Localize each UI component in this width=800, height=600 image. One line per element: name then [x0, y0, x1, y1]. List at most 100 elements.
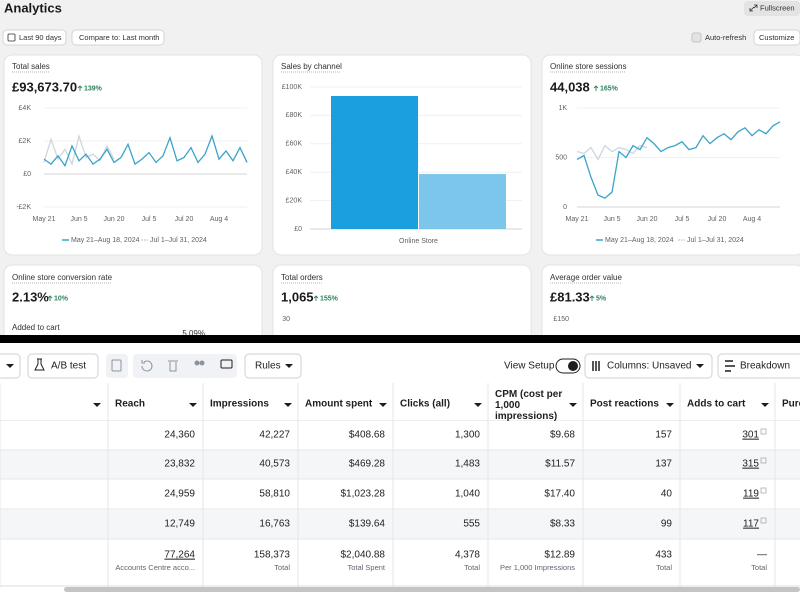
- info-icon: [760, 428, 767, 435]
- x-tick-label: May 21: [33, 216, 56, 223]
- table-cell: $9.68: [550, 430, 575, 441]
- auto-refresh-checkbox[interactable]: [691, 32, 702, 43]
- sort-caret: [189, 403, 197, 407]
- delete-icon: [168, 360, 178, 372]
- table-cell: 1,300: [455, 430, 480, 441]
- headline: £81.33: [550, 289, 590, 304]
- table-cell: 117: [743, 519, 759, 530]
- total-value: 433: [655, 550, 672, 561]
- table-cell: 315: [742, 459, 759, 470]
- card: [541, 54, 800, 256]
- change: 5%: [596, 295, 607, 302]
- columns-button[interactable]: [584, 353, 713, 379]
- fullscreen-icon: [749, 4, 758, 12]
- table-cell: 16,763: [259, 519, 290, 530]
- headline: £93,673.70: [12, 79, 77, 94]
- y-tick-label: £20K: [286, 197, 303, 204]
- calendar-icon: [7, 33, 16, 42]
- card-title: Sales by channel: [281, 62, 342, 71]
- change: 10%: [54, 295, 69, 302]
- total-value: $12.89: [544, 550, 575, 561]
- card: [3, 54, 263, 256]
- x-tick-label: Online Store: [399, 238, 438, 245]
- y-tick-label: 30: [282, 316, 290, 323]
- auto-refresh-label: Auto-refresh: [705, 33, 746, 42]
- table-cell: $8.33: [550, 519, 575, 530]
- column-header: Impressions: [210, 399, 269, 410]
- action-buttons[interactable]: [133, 354, 237, 378]
- table-cell: $1,023.28: [341, 489, 386, 500]
- table-cell: 157: [655, 430, 672, 441]
- fullscreen-button[interactable]: [744, 1, 800, 16]
- duplicate-button[interactable]: [106, 354, 128, 378]
- y-tick-label: £80K: [286, 112, 303, 119]
- legend-label: May 21–Aug 18, 2024: [605, 237, 674, 244]
- card-title: Total orders: [281, 273, 323, 282]
- up-arrow: [589, 295, 595, 301]
- page-title: Analytics: [4, 0, 62, 15]
- total-note: Accounts Centre acco...: [115, 563, 195, 572]
- compare-label: Compare to: Last month: [79, 33, 159, 42]
- flask-icon: [34, 358, 45, 371]
- ads-table: Reach Impressions Amount spent Clicks (all)…: [0, 383, 800, 587]
- table-header: [0, 383, 800, 421]
- up-arrow: [313, 295, 319, 301]
- y-tick-label: £60K: [286, 141, 303, 148]
- change: 165%: [600, 85, 619, 92]
- total-value: 77,264: [164, 550, 195, 561]
- x-tick-label: Jun 20: [103, 216, 124, 223]
- table-cell: 42,227: [259, 430, 290, 441]
- columns-label: Columns: Unsaved: [607, 361, 691, 372]
- scrollbar[interactable]: [64, 587, 800, 592]
- y-tick-label: £100K: [282, 84, 303, 91]
- customize-label: Customize: [759, 33, 794, 42]
- preview-icon: [220, 359, 233, 369]
- x-tick-label: Jun 20: [636, 216, 657, 223]
- table-cell: $408.68: [349, 430, 386, 441]
- table-cell: $139.64: [349, 519, 386, 530]
- table-row: [0, 450, 800, 479]
- legend-label: Jul 1–Jul 31, 2024: [150, 237, 207, 244]
- table-cell: 1,040: [455, 489, 480, 500]
- x-tick-label: Aug 4: [743, 216, 761, 223]
- view-setup-label: View Setup: [504, 361, 555, 372]
- table-row: [0, 510, 800, 539]
- breakdown-label: Breakdown: [740, 361, 790, 372]
- rules-button[interactable]: [244, 353, 302, 379]
- column-header: Purc: [782, 399, 800, 410]
- bar: [419, 174, 506, 229]
- divider: [0, 335, 800, 343]
- table-cell: $469.28: [349, 459, 386, 470]
- column-header: Post reactions: [590, 399, 659, 410]
- date-range-button[interactable]: [2, 29, 67, 46]
- table-cell: 555: [463, 519, 480, 530]
- customize-button[interactable]: [753, 29, 800, 46]
- table-cell: 24,360: [164, 430, 195, 441]
- total-note: Total: [656, 563, 672, 572]
- x-tick-label: Jul 20: [708, 216, 727, 223]
- table-cell: $11.57: [545, 459, 575, 470]
- toggle-knob: [568, 361, 578, 371]
- compare-button[interactable]: [71, 29, 165, 46]
- column-header: Reach: [115, 399, 145, 410]
- x-tick-label: Jun 5: [603, 216, 620, 223]
- table-cell: 137: [655, 459, 672, 470]
- total-note: Total: [274, 563, 290, 572]
- x-tick-label: May 21: [566, 216, 589, 223]
- y-tick-label: £0: [294, 226, 302, 233]
- breakdown-button[interactable]: [717, 353, 800, 379]
- caret: [6, 364, 14, 368]
- table-cell: 1,483: [455, 459, 480, 470]
- ab-test-button[interactable]: [27, 353, 99, 379]
- caret: [285, 364, 293, 368]
- card-title: Total sales: [12, 62, 50, 71]
- headline: 44,038: [550, 79, 590, 94]
- y-tick-label: 0: [563, 204, 567, 211]
- total-value: —: [757, 550, 767, 561]
- table-cell: 23,832: [164, 459, 195, 470]
- sub-metric: Added to cart: [12, 323, 60, 332]
- breakdown-icon: [725, 360, 735, 372]
- table-row: [0, 480, 800, 509]
- y-tick-label: 500: [555, 154, 567, 161]
